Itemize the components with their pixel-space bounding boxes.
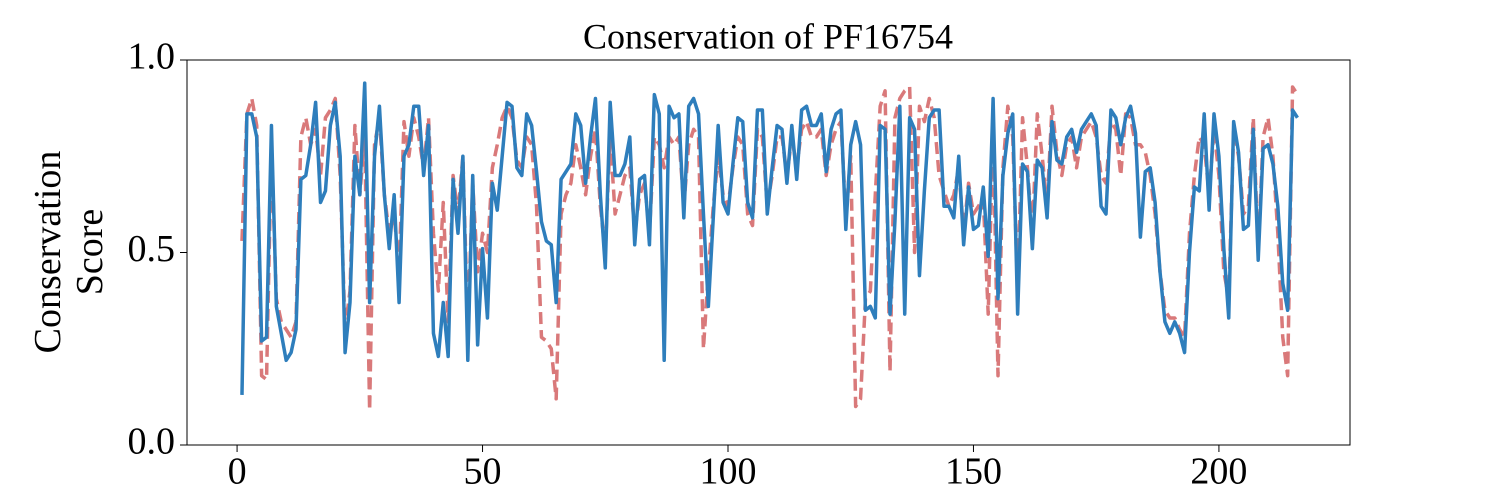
chart-title: Conservation of PF16754 [583, 16, 953, 56]
x-tick-label: 200 [1190, 451, 1247, 493]
x-tick-label: 100 [699, 451, 756, 493]
series-line [240, 81, 1299, 395]
y-tick-label: 0.5 [128, 228, 176, 270]
y-axis-label: ConservationScore [27, 151, 111, 354]
series-line [240, 85, 1299, 413]
y-tick-label: 0.0 [128, 421, 176, 463]
y-tick-label: 1.0 [128, 36, 176, 78]
plot-area [240, 81, 1299, 413]
x-tick-label: 50 [464, 451, 502, 493]
x-tick-label: 0 [228, 451, 247, 493]
x-tick-label: 150 [945, 451, 1002, 493]
